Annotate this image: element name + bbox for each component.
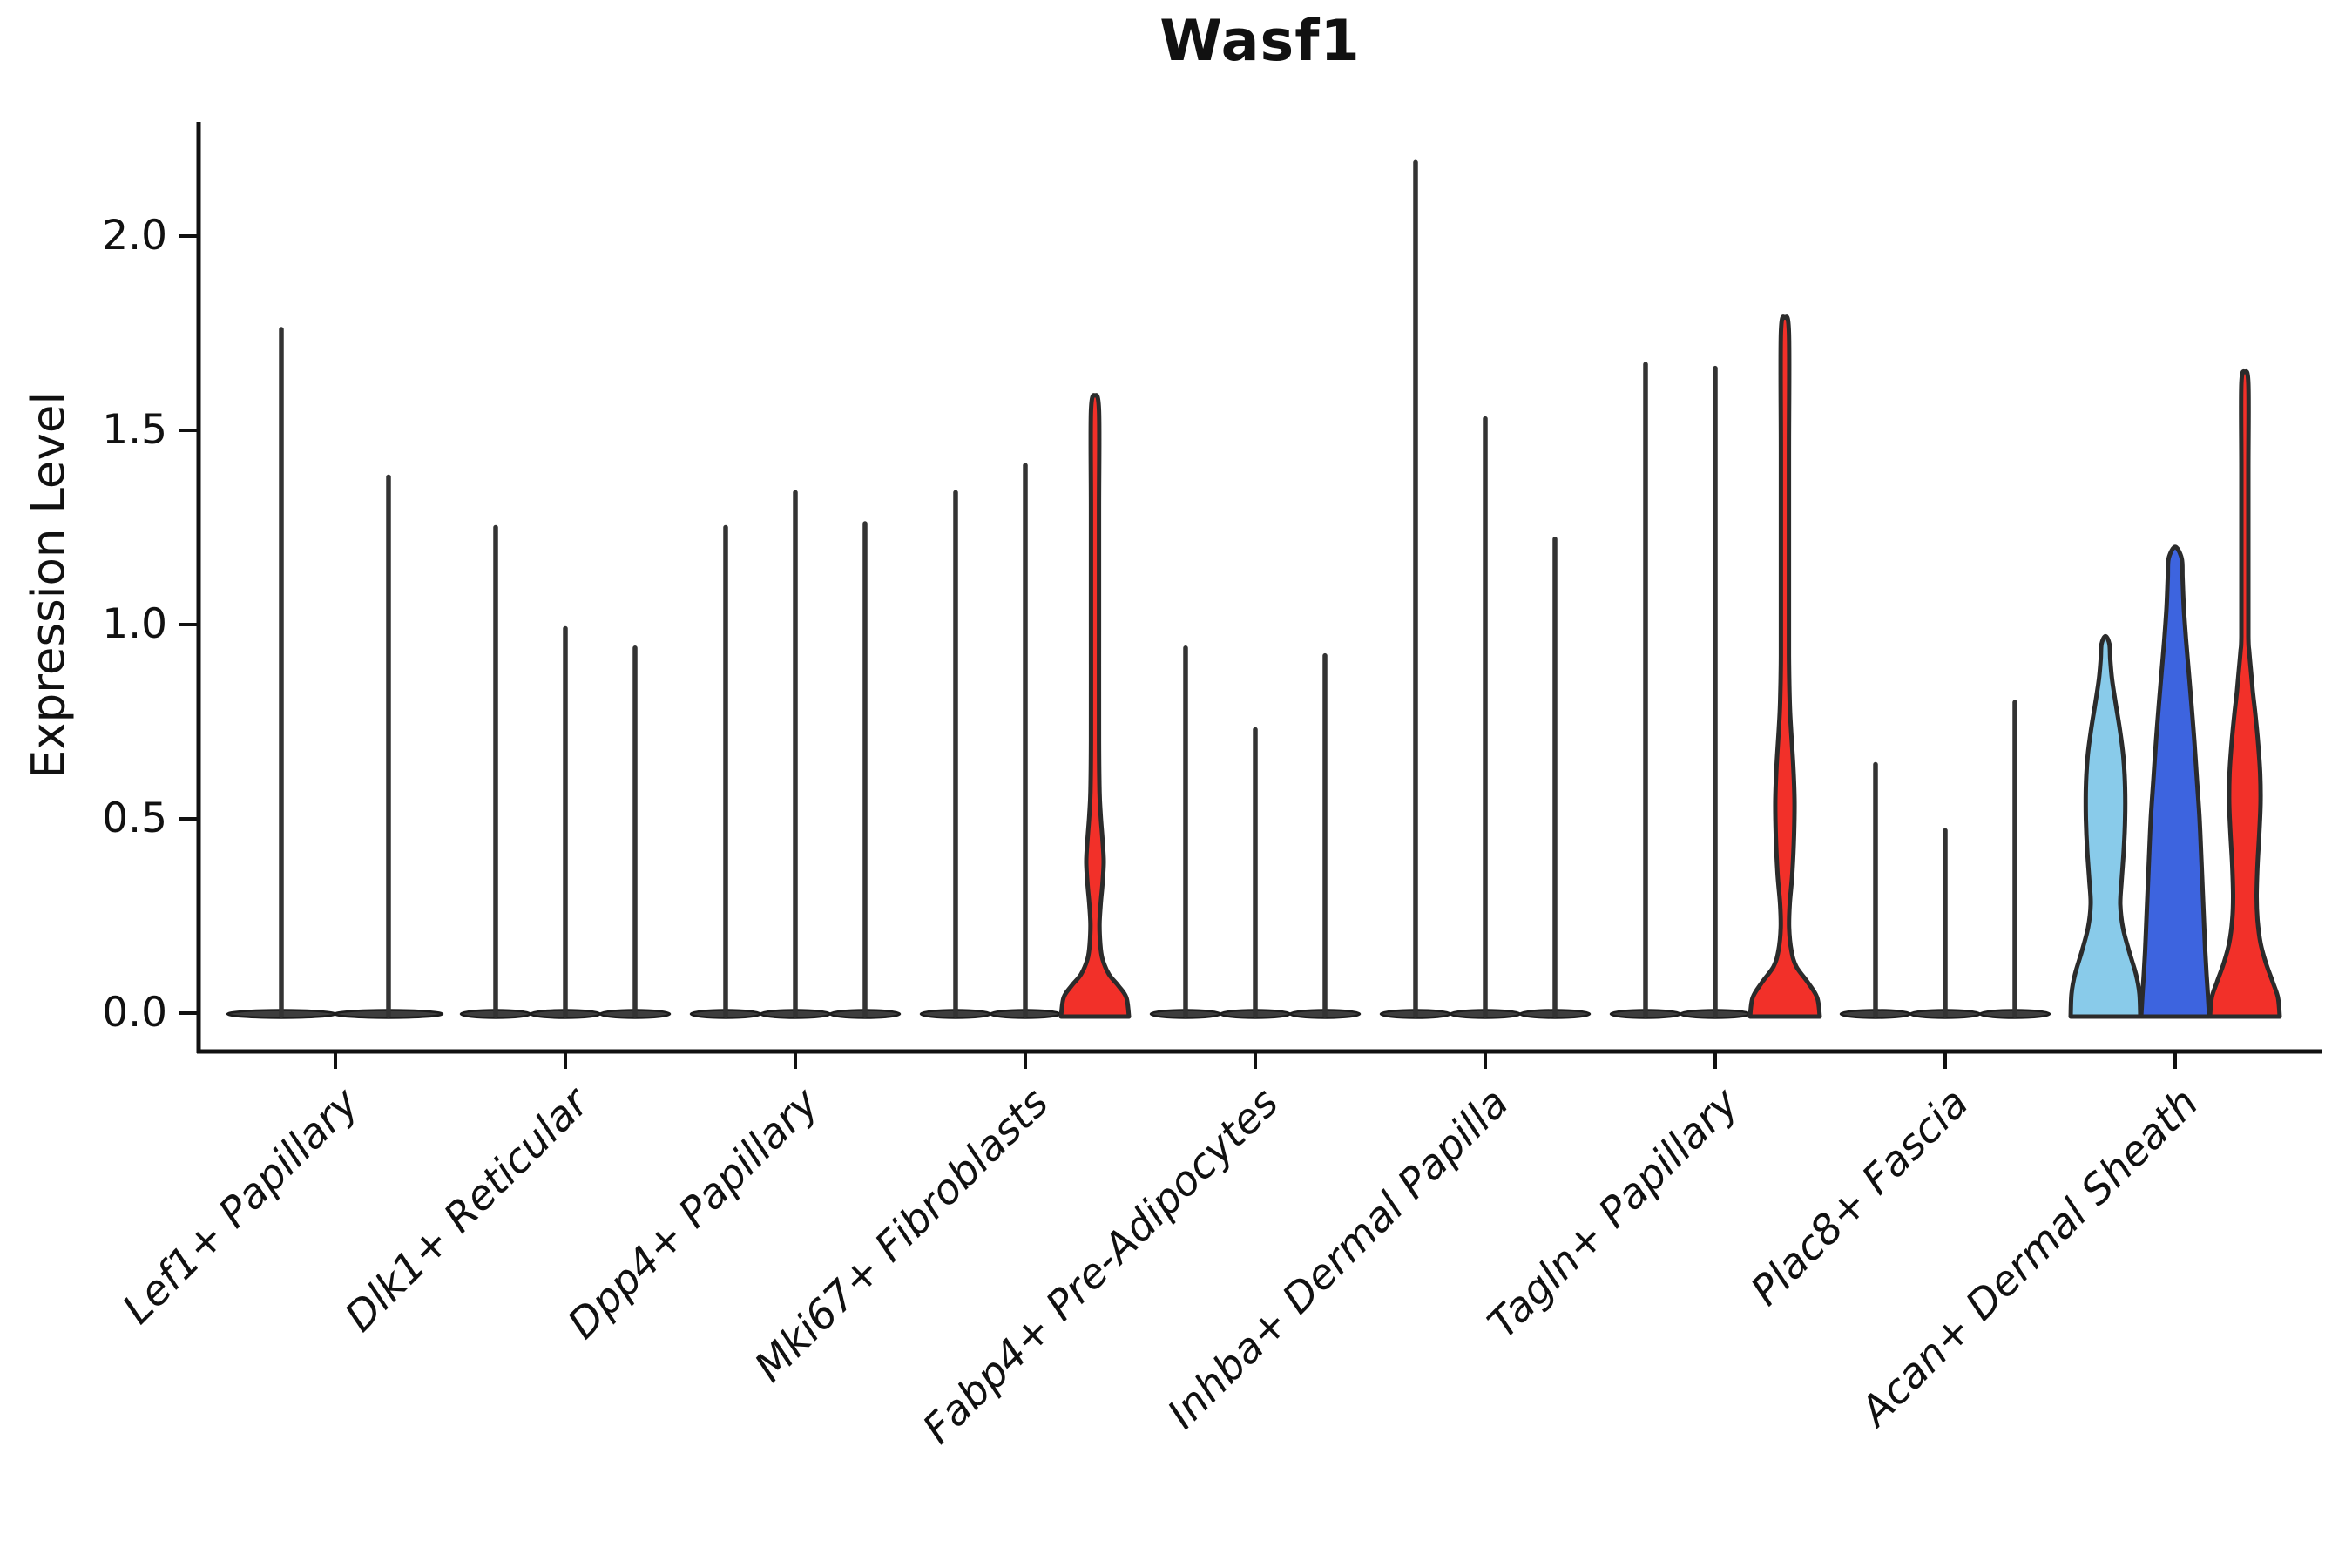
violin-body xyxy=(1058,393,1132,1019)
violin-body xyxy=(2139,544,2212,1019)
y-tick-label: 1.5 xyxy=(102,406,167,454)
y-tick-label: 1.0 xyxy=(102,600,167,648)
chart-title: Wasf1 xyxy=(1159,9,1361,74)
violin-body xyxy=(2068,633,2143,1019)
violin-body xyxy=(1747,314,1822,1019)
y-tick-label: 2.0 xyxy=(102,212,167,260)
y-tick-label: 0.5 xyxy=(102,794,167,842)
violin-body xyxy=(2207,368,2282,1019)
y-tick-label: 0.0 xyxy=(102,989,167,1037)
